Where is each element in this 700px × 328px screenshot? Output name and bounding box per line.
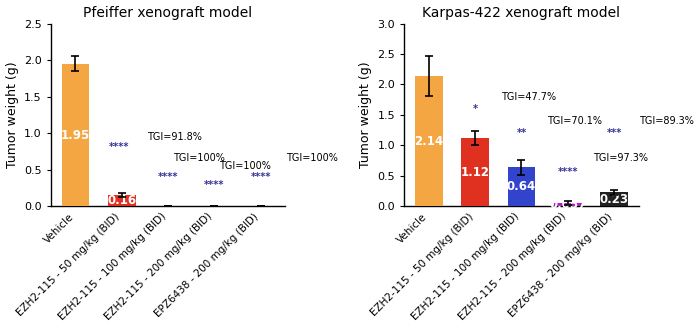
Text: *: * xyxy=(473,104,477,114)
Bar xyxy=(108,195,136,207)
Text: TGI=97.3%: TGI=97.3% xyxy=(593,153,648,163)
Text: **: ** xyxy=(517,128,526,138)
Text: ****: **** xyxy=(204,180,225,190)
Bar xyxy=(461,138,489,207)
Text: TGI=89.3%: TGI=89.3% xyxy=(640,116,694,126)
Text: ****: **** xyxy=(109,142,130,152)
Bar xyxy=(600,193,628,207)
Text: 1.12: 1.12 xyxy=(461,166,489,179)
Text: ****: **** xyxy=(158,172,178,182)
Bar xyxy=(554,203,582,207)
Text: 0.16: 0.16 xyxy=(107,194,136,207)
Bar xyxy=(62,64,90,207)
Text: 1.95: 1.95 xyxy=(61,129,90,142)
Y-axis label: Tumor weight (g): Tumor weight (g) xyxy=(6,62,19,168)
Text: TGI=100%: TGI=100% xyxy=(219,161,271,171)
Text: ****: **** xyxy=(557,167,578,177)
Title: Karpas-422 xenograft model: Karpas-422 xenograft model xyxy=(422,6,620,20)
Bar xyxy=(508,167,536,207)
Text: 0.64: 0.64 xyxy=(507,180,536,194)
Text: TGI=100%: TGI=100% xyxy=(286,153,338,163)
Text: ****: **** xyxy=(251,172,271,182)
Text: ***: *** xyxy=(606,128,622,138)
Bar xyxy=(415,76,442,207)
Text: TGI=91.8%: TGI=91.8% xyxy=(147,132,202,142)
Text: 0.057: 0.057 xyxy=(549,198,587,211)
Y-axis label: Tumor weight (g): Tumor weight (g) xyxy=(359,62,372,168)
Text: 0.23: 0.23 xyxy=(599,193,629,206)
Text: TGI=47.7%: TGI=47.7% xyxy=(500,92,556,102)
Text: TGI=100%: TGI=100% xyxy=(173,153,225,163)
Text: TGI=70.1%: TGI=70.1% xyxy=(547,116,602,126)
Text: 2.14: 2.14 xyxy=(414,135,443,148)
Title: Pfeiffer xenograft model: Pfeiffer xenograft model xyxy=(83,6,253,20)
